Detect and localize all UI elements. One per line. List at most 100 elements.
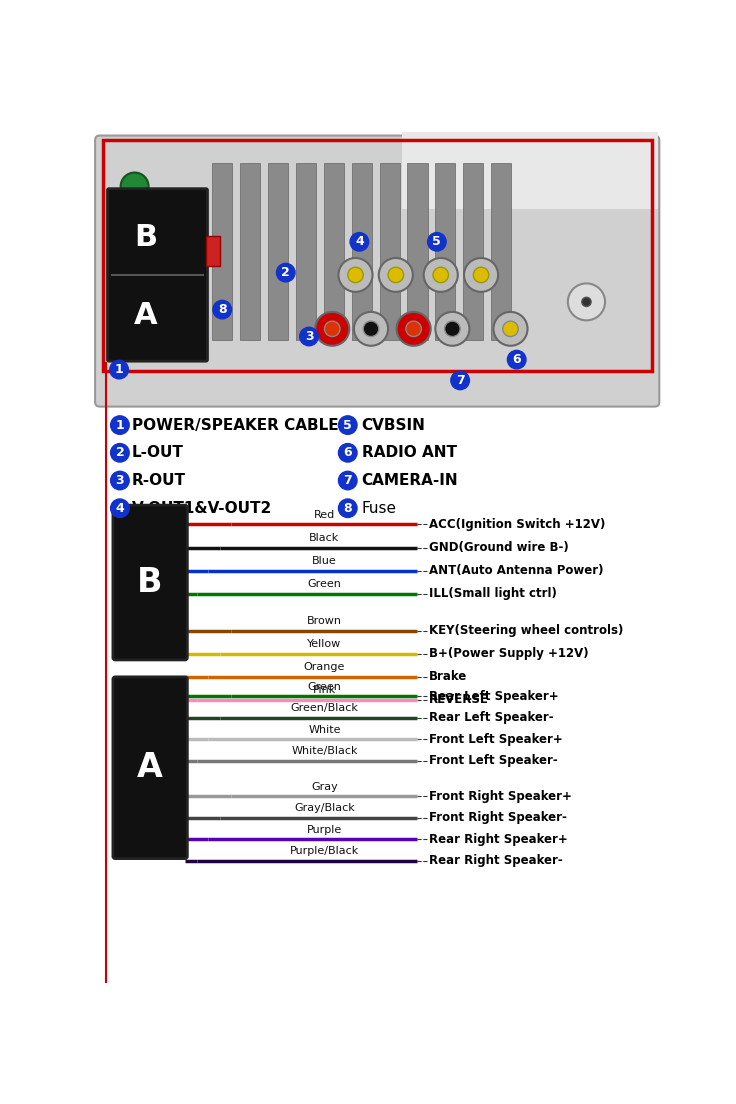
Text: ANT(Auto Antenna Power): ANT(Auto Antenna Power)	[429, 564, 604, 577]
Text: 1: 1	[115, 363, 124, 376]
FancyBboxPatch shape	[113, 506, 188, 660]
Text: Rear Left Speaker-: Rear Left Speaker-	[429, 711, 553, 724]
Circle shape	[451, 371, 470, 390]
Circle shape	[110, 499, 130, 518]
Circle shape	[339, 471, 357, 490]
Text: 2: 2	[116, 446, 124, 459]
Circle shape	[121, 172, 149, 200]
Text: Rear Right Speaker+: Rear Right Speaker+	[429, 832, 568, 846]
Text: 3: 3	[116, 474, 124, 487]
Text: R-OUT: R-OUT	[132, 473, 185, 488]
Circle shape	[339, 416, 357, 434]
Circle shape	[110, 444, 130, 463]
Circle shape	[315, 312, 350, 346]
Circle shape	[473, 267, 489, 283]
Circle shape	[568, 284, 605, 320]
Circle shape	[503, 321, 518, 337]
Circle shape	[435, 312, 470, 346]
Circle shape	[406, 321, 422, 337]
Circle shape	[354, 312, 388, 346]
Circle shape	[464, 258, 498, 291]
Text: Green: Green	[308, 681, 342, 691]
Circle shape	[277, 264, 295, 282]
Text: Fuse: Fuse	[361, 501, 397, 516]
Text: 3: 3	[305, 330, 314, 343]
Text: Green/Black: Green/Black	[291, 703, 358, 713]
Bar	[463, 163, 484, 340]
Circle shape	[397, 312, 431, 346]
Bar	[296, 163, 316, 340]
Circle shape	[339, 258, 372, 291]
Text: B: B	[134, 223, 158, 252]
Bar	[435, 163, 456, 340]
Text: KEY(Steering wheel controls): KEY(Steering wheel controls)	[429, 624, 623, 637]
Text: CVBSIN: CVBSIN	[361, 417, 425, 433]
Circle shape	[428, 233, 446, 251]
Text: ACC(Ignition Switch +12V): ACC(Ignition Switch +12V)	[429, 518, 606, 531]
Text: Blue: Blue	[312, 556, 337, 566]
Text: A: A	[134, 301, 158, 330]
FancyBboxPatch shape	[107, 189, 208, 361]
Text: White/Black: White/Black	[291, 746, 358, 756]
Bar	[206, 235, 220, 266]
Circle shape	[424, 258, 458, 291]
Text: Purple: Purple	[307, 825, 342, 835]
Bar	[240, 163, 260, 340]
Text: RADIO ANT: RADIO ANT	[361, 445, 457, 460]
Circle shape	[581, 297, 591, 307]
Circle shape	[433, 267, 448, 283]
Text: Yellow: Yellow	[308, 639, 342, 649]
Bar	[324, 163, 344, 340]
Text: 1: 1	[116, 418, 124, 432]
Circle shape	[110, 471, 130, 490]
Text: 5: 5	[433, 235, 442, 248]
Bar	[491, 163, 512, 340]
Text: 8: 8	[344, 501, 352, 514]
Bar	[380, 163, 400, 340]
Text: 7: 7	[344, 474, 352, 487]
Bar	[402, 132, 658, 210]
Bar	[352, 163, 372, 340]
Text: 2: 2	[281, 266, 290, 279]
Text: 4: 4	[355, 235, 364, 248]
Text: A: A	[137, 751, 163, 784]
Circle shape	[110, 360, 128, 379]
Text: CAMERA-IN: CAMERA-IN	[361, 473, 459, 488]
Circle shape	[339, 444, 357, 463]
Text: Front Right Speaker-: Front Right Speaker-	[429, 811, 567, 825]
Circle shape	[445, 321, 460, 337]
Text: Pink: Pink	[313, 686, 336, 696]
Text: Front Left Speaker-: Front Left Speaker-	[429, 754, 558, 767]
Circle shape	[507, 350, 526, 369]
Text: Purple/Black: Purple/Black	[290, 847, 359, 857]
Text: 4: 4	[116, 501, 124, 514]
Text: REVERSE: REVERSE	[429, 693, 489, 707]
Text: Gray/Black: Gray/Black	[294, 804, 355, 814]
Bar	[268, 163, 288, 340]
Text: Red: Red	[314, 510, 335, 520]
Text: B+(Power Supply +12V): B+(Power Supply +12V)	[429, 647, 589, 660]
Text: ILL(Small light ctrl): ILL(Small light ctrl)	[429, 587, 557, 601]
Text: 5: 5	[344, 418, 352, 432]
Text: Brown: Brown	[307, 616, 342, 626]
Text: V-OUT1&V-OUT2: V-OUT1&V-OUT2	[132, 501, 272, 516]
Text: L-OUT: L-OUT	[132, 445, 183, 460]
Text: Gray: Gray	[311, 782, 338, 792]
Circle shape	[110, 416, 130, 434]
Circle shape	[339, 499, 357, 518]
Circle shape	[388, 267, 403, 283]
Text: 6: 6	[344, 446, 352, 459]
Text: B: B	[138, 566, 163, 599]
Bar	[103, 140, 651, 371]
Circle shape	[379, 258, 413, 291]
Text: Front Left Speaker+: Front Left Speaker+	[429, 733, 563, 745]
Text: Orange: Orange	[304, 662, 345, 672]
Circle shape	[300, 327, 318, 346]
FancyBboxPatch shape	[95, 136, 659, 406]
Bar	[212, 163, 233, 340]
Circle shape	[364, 321, 379, 337]
Text: Black: Black	[309, 533, 339, 543]
Text: POWER/SPEAKER CABLE: POWER/SPEAKER CABLE	[132, 417, 338, 433]
FancyBboxPatch shape	[113, 677, 188, 859]
Circle shape	[347, 267, 364, 283]
